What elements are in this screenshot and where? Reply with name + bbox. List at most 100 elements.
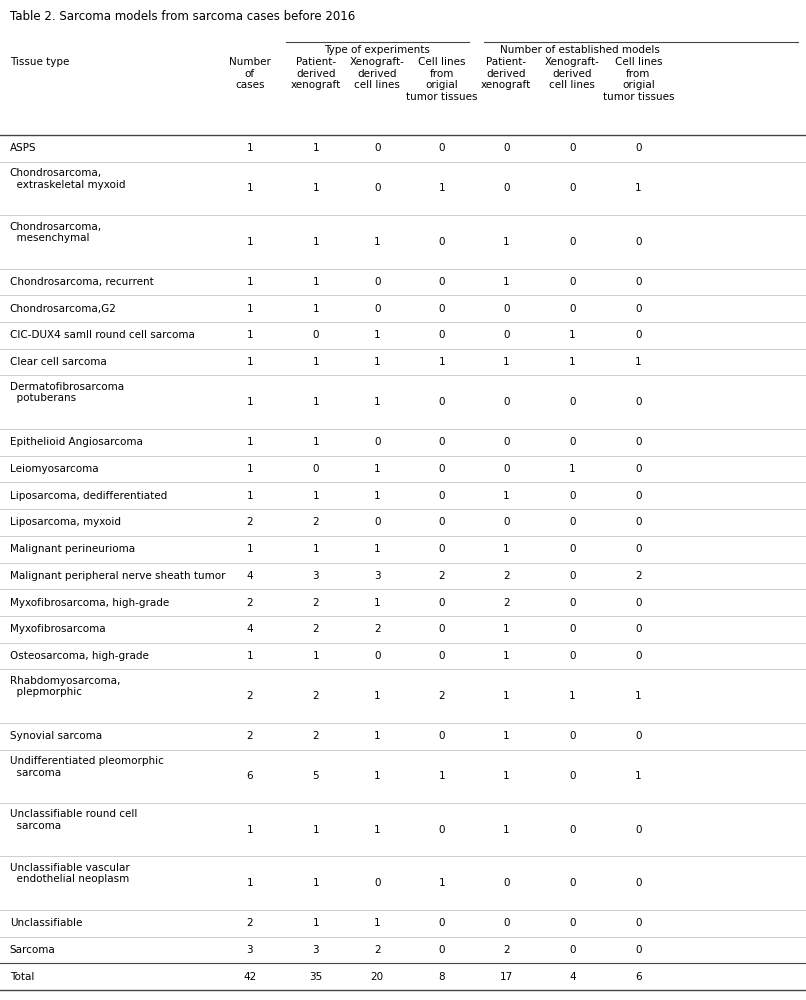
Text: Osteosarcoma, high-grade: Osteosarcoma, high-grade bbox=[10, 651, 148, 661]
Text: 0: 0 bbox=[374, 277, 380, 287]
Text: 0: 0 bbox=[635, 651, 642, 661]
Text: 35: 35 bbox=[310, 972, 322, 982]
Text: 2: 2 bbox=[247, 918, 253, 928]
Text: 0: 0 bbox=[569, 598, 575, 608]
Text: 0: 0 bbox=[438, 277, 445, 287]
Text: Cell lines
from
origial
tumor tissues: Cell lines from origial tumor tissues bbox=[603, 57, 674, 102]
Text: Sarcoma: Sarcoma bbox=[10, 945, 56, 955]
Text: 1: 1 bbox=[569, 330, 575, 340]
Text: 2: 2 bbox=[313, 517, 319, 527]
Text: Dermatofibrosarcoma
  potuberans: Dermatofibrosarcoma potuberans bbox=[10, 382, 124, 403]
Text: Synovial sarcoma: Synovial sarcoma bbox=[10, 731, 102, 741]
Text: 1: 1 bbox=[313, 491, 319, 501]
Text: 1: 1 bbox=[313, 143, 319, 153]
Text: Malignant peripheral nerve sheath tumor: Malignant peripheral nerve sheath tumor bbox=[10, 571, 225, 581]
Text: 1: 1 bbox=[503, 277, 509, 287]
Text: 0: 0 bbox=[438, 918, 445, 928]
Text: Chondrosarcoma,G2: Chondrosarcoma,G2 bbox=[10, 304, 117, 314]
Text: Table 2. Sarcoma models from sarcoma cases before 2016: Table 2. Sarcoma models from sarcoma cas… bbox=[10, 10, 355, 23]
Text: 1: 1 bbox=[247, 544, 253, 554]
Text: 1: 1 bbox=[503, 544, 509, 554]
Text: 1: 1 bbox=[374, 771, 380, 781]
Text: 0: 0 bbox=[503, 397, 509, 407]
Text: 2: 2 bbox=[374, 624, 380, 634]
Text: 0: 0 bbox=[438, 945, 445, 955]
Text: 0: 0 bbox=[438, 624, 445, 634]
Text: 0: 0 bbox=[635, 517, 642, 527]
Text: 2: 2 bbox=[313, 598, 319, 608]
Text: 0: 0 bbox=[635, 464, 642, 474]
Text: 1: 1 bbox=[313, 544, 319, 554]
Text: 0: 0 bbox=[635, 731, 642, 741]
Text: 0: 0 bbox=[503, 464, 509, 474]
Text: 0: 0 bbox=[569, 731, 575, 741]
Text: 0: 0 bbox=[438, 731, 445, 741]
Text: 0: 0 bbox=[635, 825, 642, 835]
Text: 2: 2 bbox=[503, 571, 509, 581]
Text: 0: 0 bbox=[635, 918, 642, 928]
Text: 3: 3 bbox=[313, 571, 319, 581]
Text: 1: 1 bbox=[313, 357, 319, 367]
Text: 0: 0 bbox=[635, 330, 642, 340]
Text: 0: 0 bbox=[635, 437, 642, 447]
Text: 1: 1 bbox=[438, 771, 445, 781]
Text: 2: 2 bbox=[247, 731, 253, 741]
Text: 1: 1 bbox=[503, 731, 509, 741]
Text: 2: 2 bbox=[313, 731, 319, 741]
Text: 1: 1 bbox=[503, 357, 509, 367]
Text: 0: 0 bbox=[374, 183, 380, 193]
Text: 1: 1 bbox=[503, 237, 509, 247]
Text: 0: 0 bbox=[635, 304, 642, 314]
Text: Chondrosarcoma, recurrent: Chondrosarcoma, recurrent bbox=[10, 277, 153, 287]
Text: 0: 0 bbox=[313, 464, 319, 474]
Text: 0: 0 bbox=[635, 945, 642, 955]
Text: 3: 3 bbox=[374, 571, 380, 581]
Text: 1: 1 bbox=[438, 183, 445, 193]
Text: 0: 0 bbox=[503, 437, 509, 447]
Text: 0: 0 bbox=[374, 437, 380, 447]
Text: 0: 0 bbox=[503, 304, 509, 314]
Text: 0: 0 bbox=[438, 598, 445, 608]
Text: 1: 1 bbox=[313, 437, 319, 447]
Text: 2: 2 bbox=[503, 945, 509, 955]
Text: 0: 0 bbox=[503, 878, 509, 888]
Text: 0: 0 bbox=[374, 517, 380, 527]
Text: 2: 2 bbox=[374, 945, 380, 955]
Text: 3: 3 bbox=[313, 945, 319, 955]
Text: 0: 0 bbox=[569, 517, 575, 527]
Text: 0: 0 bbox=[438, 491, 445, 501]
Text: 0: 0 bbox=[438, 825, 445, 835]
Text: Myxofibrosarcoma, high-grade: Myxofibrosarcoma, high-grade bbox=[10, 598, 169, 608]
Text: 6: 6 bbox=[247, 771, 253, 781]
Text: 0: 0 bbox=[374, 143, 380, 153]
Text: 1: 1 bbox=[438, 878, 445, 888]
Text: 0: 0 bbox=[438, 437, 445, 447]
Text: 0: 0 bbox=[635, 491, 642, 501]
Text: Rhabdomyosarcoma,
  plepmorphic: Rhabdomyosarcoma, plepmorphic bbox=[10, 676, 120, 697]
Text: 1: 1 bbox=[313, 878, 319, 888]
Text: 1: 1 bbox=[247, 878, 253, 888]
Text: 2: 2 bbox=[438, 571, 445, 581]
Text: Xenograft-
derived
cell lines: Xenograft- derived cell lines bbox=[545, 57, 600, 90]
Text: 0: 0 bbox=[569, 397, 575, 407]
Text: Unclassifiable round cell
  sarcoma: Unclassifiable round cell sarcoma bbox=[10, 809, 137, 831]
Text: 0: 0 bbox=[569, 143, 575, 153]
Text: 1: 1 bbox=[503, 651, 509, 661]
Text: 0: 0 bbox=[438, 143, 445, 153]
Text: ASPS: ASPS bbox=[10, 143, 36, 153]
Text: 0: 0 bbox=[569, 624, 575, 634]
Text: 0: 0 bbox=[438, 651, 445, 661]
Text: 1: 1 bbox=[374, 237, 380, 247]
Text: 1: 1 bbox=[503, 825, 509, 835]
Text: 1: 1 bbox=[313, 397, 319, 407]
Text: 1: 1 bbox=[374, 464, 380, 474]
Text: 0: 0 bbox=[438, 464, 445, 474]
Text: 0: 0 bbox=[569, 878, 575, 888]
Text: 0: 0 bbox=[635, 397, 642, 407]
Text: 1: 1 bbox=[313, 277, 319, 287]
Text: Chondrosarcoma,
  mesenchymal: Chondrosarcoma, mesenchymal bbox=[10, 222, 102, 243]
Text: 0: 0 bbox=[635, 624, 642, 634]
Text: 1: 1 bbox=[635, 183, 642, 193]
Text: 1: 1 bbox=[635, 771, 642, 781]
Text: Chondrosarcoma,
  extraskeletal myxoid: Chondrosarcoma, extraskeletal myxoid bbox=[10, 168, 125, 190]
